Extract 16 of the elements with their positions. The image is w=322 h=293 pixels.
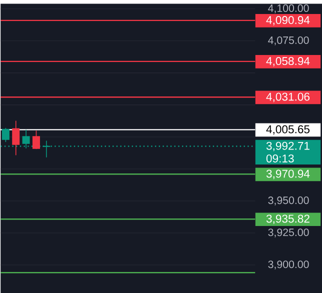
ref-line-label: 4,058.94 [266, 56, 310, 66]
y-tick-label: 4,075.00 [268, 36, 309, 46]
ref-line-label: 3,970.94 [266, 170, 310, 179]
y-tick-label: 3,950.00 [268, 196, 309, 206]
ref-line-label: 3,935.82 [266, 214, 310, 224]
ref-line-label: 4,031.06 [266, 92, 310, 102]
y-tick-label: 3,900.00 [268, 260, 309, 270]
ref-line-label: 4,090.94 [266, 16, 310, 26]
ref-line-label: 3,992.71 [266, 142, 310, 152]
candlestick [32, 130, 40, 150]
candlestick [12, 120, 20, 156]
candlestick [2, 127, 10, 142]
y-tick-label: 3,925.00 [268, 228, 309, 238]
text: 09:13 [266, 154, 294, 162]
ref-line-label: 4,005.65 [266, 125, 310, 135]
y-tick-label: 4,100.00 [268, 4, 309, 14]
